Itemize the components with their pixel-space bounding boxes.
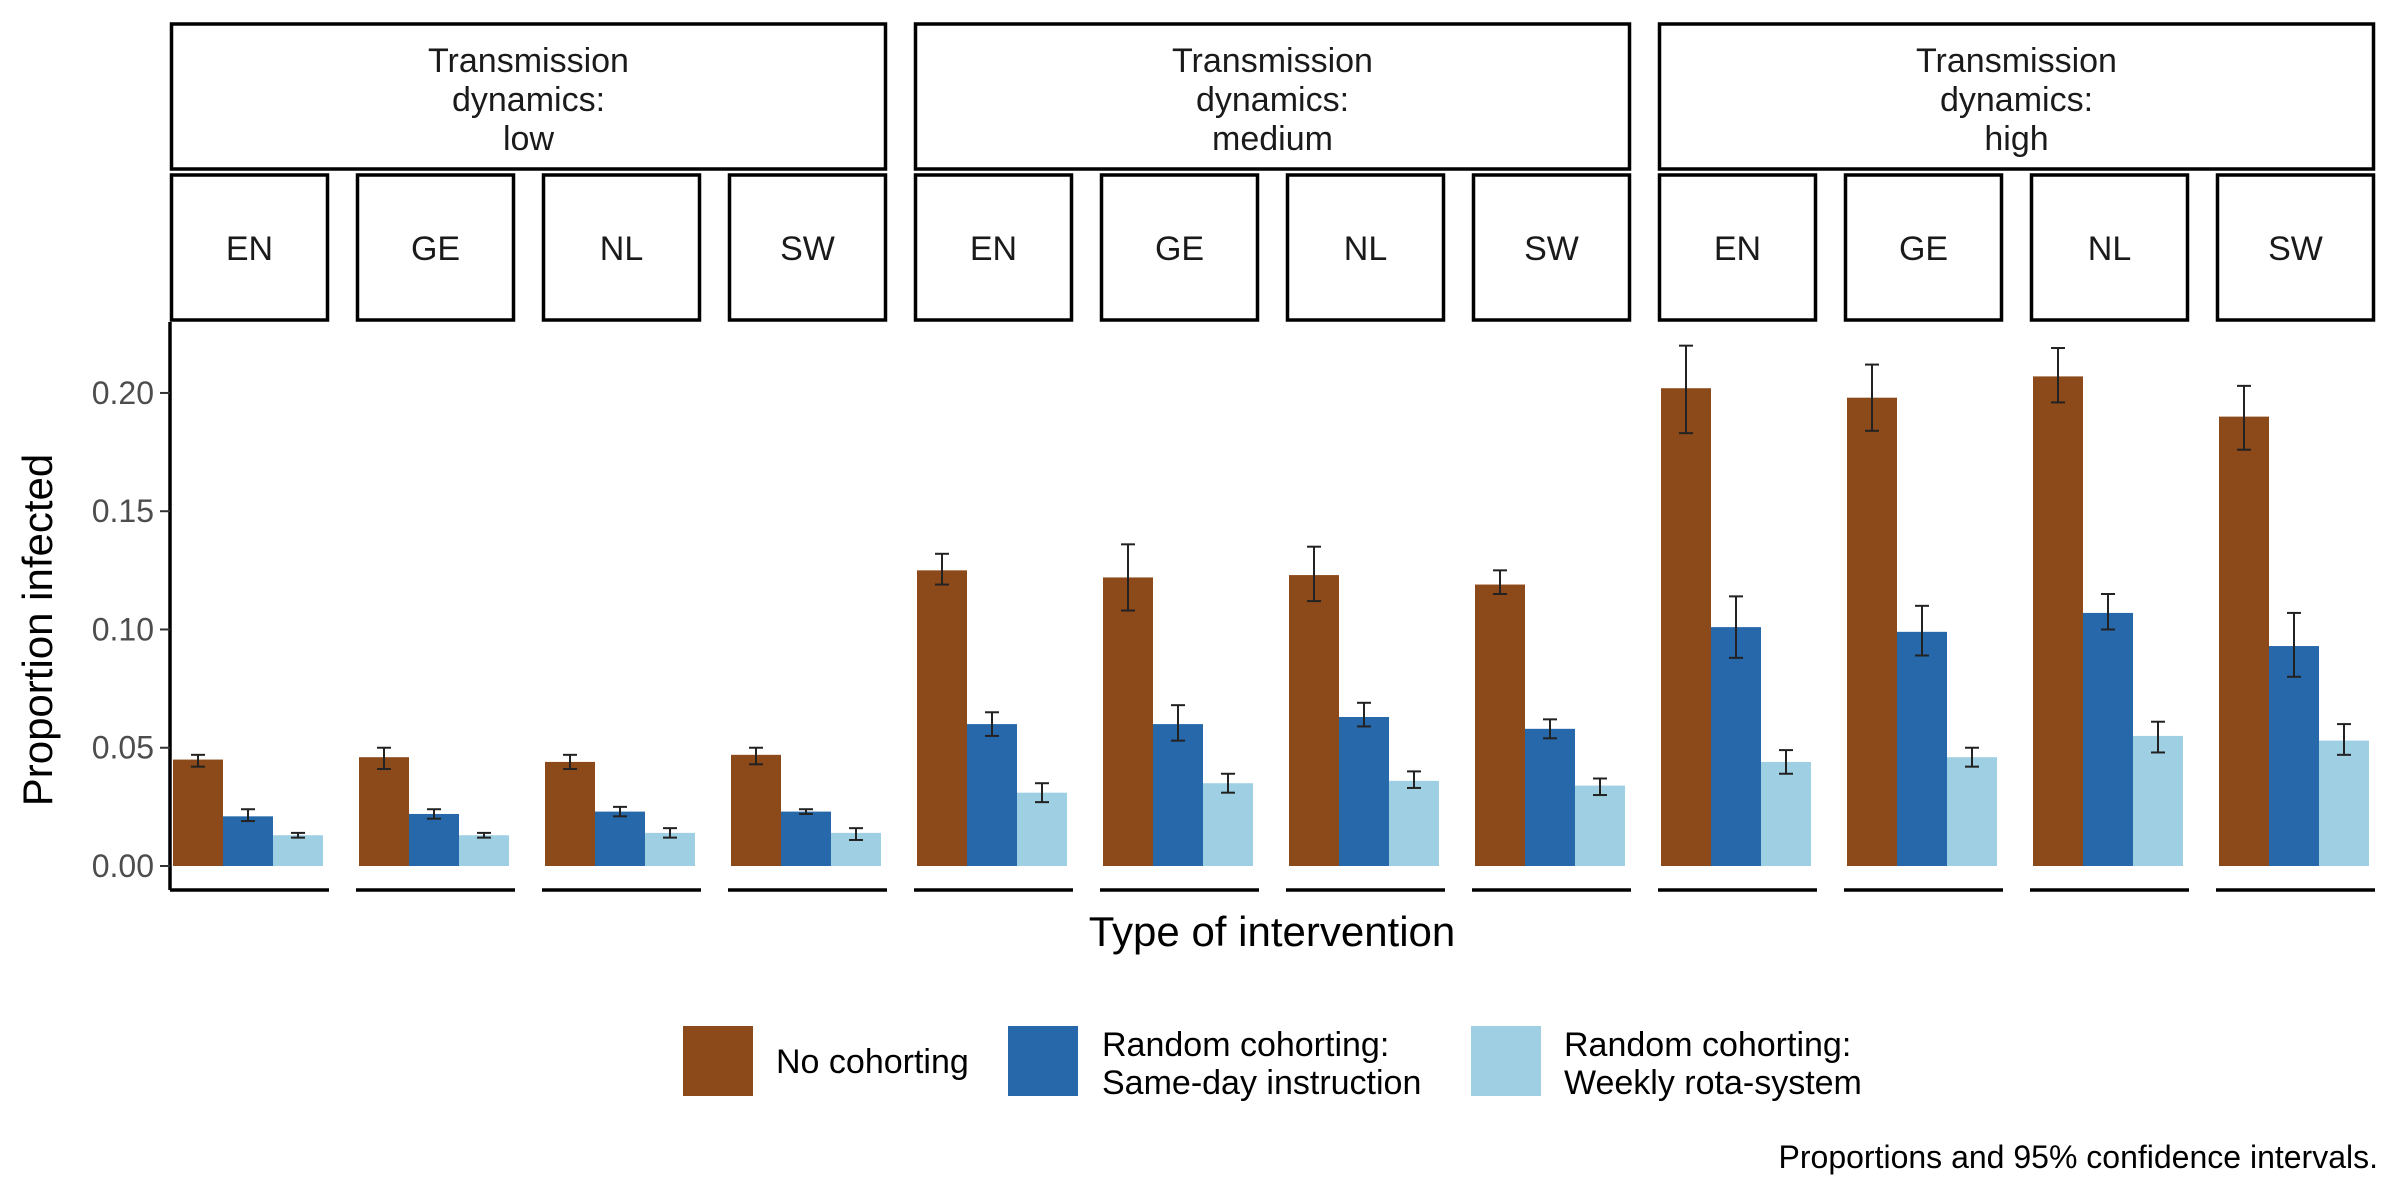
bar: [2219, 416, 2269, 866]
panel-strip-label: GE: [1155, 230, 1204, 268]
legend-label: Random cohorting: Weekly rota-system: [1564, 1026, 1862, 1102]
bar: [595, 811, 645, 866]
panel-strip-label: GE: [411, 230, 460, 268]
panel-strip-box: [169, 173, 330, 322]
panel-strip-box: [727, 173, 888, 322]
y-tick-label: 0.00: [92, 848, 154, 884]
y-axis: 0.00 0.05 0.10 0.15 0.20: [92, 322, 172, 890]
bar: [2319, 740, 2369, 866]
group-strip-label: Transmission dynamics: medium: [1172, 42, 1373, 158]
bar: [223, 816, 273, 866]
panel-strip-box: [1657, 173, 1818, 322]
bar: [459, 835, 509, 866]
bar: [1289, 575, 1339, 866]
legend-swatch: [1008, 1026, 1078, 1096]
bar: [2083, 612, 2133, 866]
bar: [1761, 761, 1811, 866]
bar: [781, 811, 831, 866]
panel-strip-label: NL: [2088, 230, 2131, 268]
panel-strip-box: [913, 173, 1074, 322]
group-strip-box: [169, 22, 888, 171]
facet-strips: Transmission dynamics: low EN GE NL SW Transmis…: [169, 22, 2376, 322]
group-strip-box: [1657, 22, 2376, 171]
caption: Proportions and 95% confidence intervals…: [1779, 1139, 2378, 1175]
bar: [1711, 627, 1761, 866]
panel-strip-box: [1471, 173, 1632, 322]
bar: [1575, 785, 1625, 866]
bar: [1897, 631, 1947, 866]
panel-strip-label: NL: [1344, 230, 1387, 268]
panel-strip-label: EN: [1714, 230, 1761, 268]
y-axis-title: Proportion infected: [14, 454, 61, 807]
group-strip-box: [913, 22, 1632, 171]
group-strip-label: Transmission dynamics: low: [428, 42, 629, 158]
bar: [359, 757, 409, 866]
panel-strip-box: [2215, 173, 2376, 322]
bar: [967, 724, 1017, 866]
panel-strip-label: EN: [226, 230, 273, 268]
legend-label: No cohorting: [776, 1043, 969, 1081]
bar: [545, 761, 595, 866]
y-tick-label: 0.10: [92, 611, 154, 647]
bar: [2033, 376, 2083, 866]
x-axis-title: Type of intervention: [1089, 908, 1456, 955]
bar: [1475, 584, 1525, 866]
y-tick-label: 0.20: [92, 375, 154, 411]
bar: [917, 570, 967, 866]
bar: [1847, 397, 1897, 866]
panel-strip-box: [541, 173, 702, 322]
bar: [1153, 724, 1203, 866]
bar: [273, 835, 323, 866]
panel-strip-box: [355, 173, 516, 322]
y-tick-label: 0.05: [92, 730, 154, 766]
legend-label: Random cohorting: Same-day instruction: [1102, 1026, 1421, 1102]
panel-strip-box: [1843, 173, 2004, 322]
legend-swatch: [1471, 1026, 1541, 1096]
facet-panels: [170, 344, 2375, 892]
bar: [2269, 646, 2319, 866]
bar: [1017, 792, 1067, 866]
panel-strip-label: SW: [780, 230, 835, 268]
bar: [1203, 783, 1253, 866]
bar: [1525, 728, 1575, 866]
bar: [409, 813, 459, 866]
panel-strip-label: EN: [970, 230, 1017, 268]
panel-strip-label: NL: [600, 230, 643, 268]
panel-strip-label: SW: [2268, 230, 2323, 268]
bar: [1389, 780, 1439, 866]
legend: No cohorting Random cohorting: Same-day in…: [683, 1026, 1862, 1102]
bar: [173, 759, 223, 866]
panel-strip-label: SW: [1524, 230, 1579, 268]
bar: [2133, 735, 2183, 866]
legend-swatch: [683, 1026, 753, 1096]
panel-strip-box: [1285, 173, 1446, 322]
bar: [1661, 388, 1711, 866]
y-tick-label: 0.15: [92, 493, 154, 529]
panel-strip-box: [1099, 173, 1260, 322]
bar: [1947, 757, 1997, 866]
panel-strip-label: GE: [1899, 230, 1948, 268]
panel-strip-box: [2029, 173, 2190, 322]
bar: [731, 754, 781, 866]
bar: [1103, 577, 1153, 866]
bar: [1339, 716, 1389, 866]
group-strip-label: Transmission dynamics: high: [1916, 42, 2117, 158]
